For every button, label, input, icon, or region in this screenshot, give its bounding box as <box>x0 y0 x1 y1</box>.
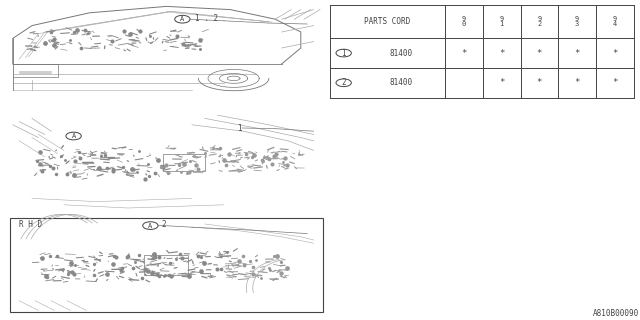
Text: R H D: R H D <box>19 220 42 229</box>
Text: A: A <box>148 223 152 228</box>
Text: 81400: 81400 <box>390 78 413 87</box>
Text: *: * <box>612 78 618 87</box>
Text: *: * <box>499 78 504 87</box>
Text: 9
0: 9 0 <box>462 16 466 27</box>
Text: 9
4: 9 4 <box>612 16 617 27</box>
Text: 9
2: 9 2 <box>537 16 541 27</box>
Text: 2: 2 <box>162 220 166 229</box>
Text: PARTS CORD: PARTS CORD <box>364 17 410 26</box>
Bar <box>10 218 323 312</box>
Bar <box>163 154 205 171</box>
Text: 1: 1 <box>341 49 346 58</box>
Text: *: * <box>461 49 467 58</box>
Text: *: * <box>612 49 618 58</box>
Text: *: * <box>574 78 580 87</box>
Text: A: A <box>72 133 76 139</box>
Text: *: * <box>537 78 542 87</box>
Bar <box>144 255 188 275</box>
Text: A810B00090: A810B00090 <box>593 309 639 318</box>
Text: A: A <box>180 16 184 22</box>
Text: *: * <box>537 49 542 58</box>
Text: 1: 1 <box>237 124 241 132</box>
Text: *: * <box>499 49 504 58</box>
Text: 9
3: 9 3 <box>575 16 579 27</box>
Text: 9
1: 9 1 <box>500 16 504 27</box>
Text: 2: 2 <box>341 78 346 87</box>
Text: *: * <box>574 49 580 58</box>
Text: 81400: 81400 <box>390 49 413 58</box>
Text: 1 . 2: 1 . 2 <box>195 14 218 23</box>
